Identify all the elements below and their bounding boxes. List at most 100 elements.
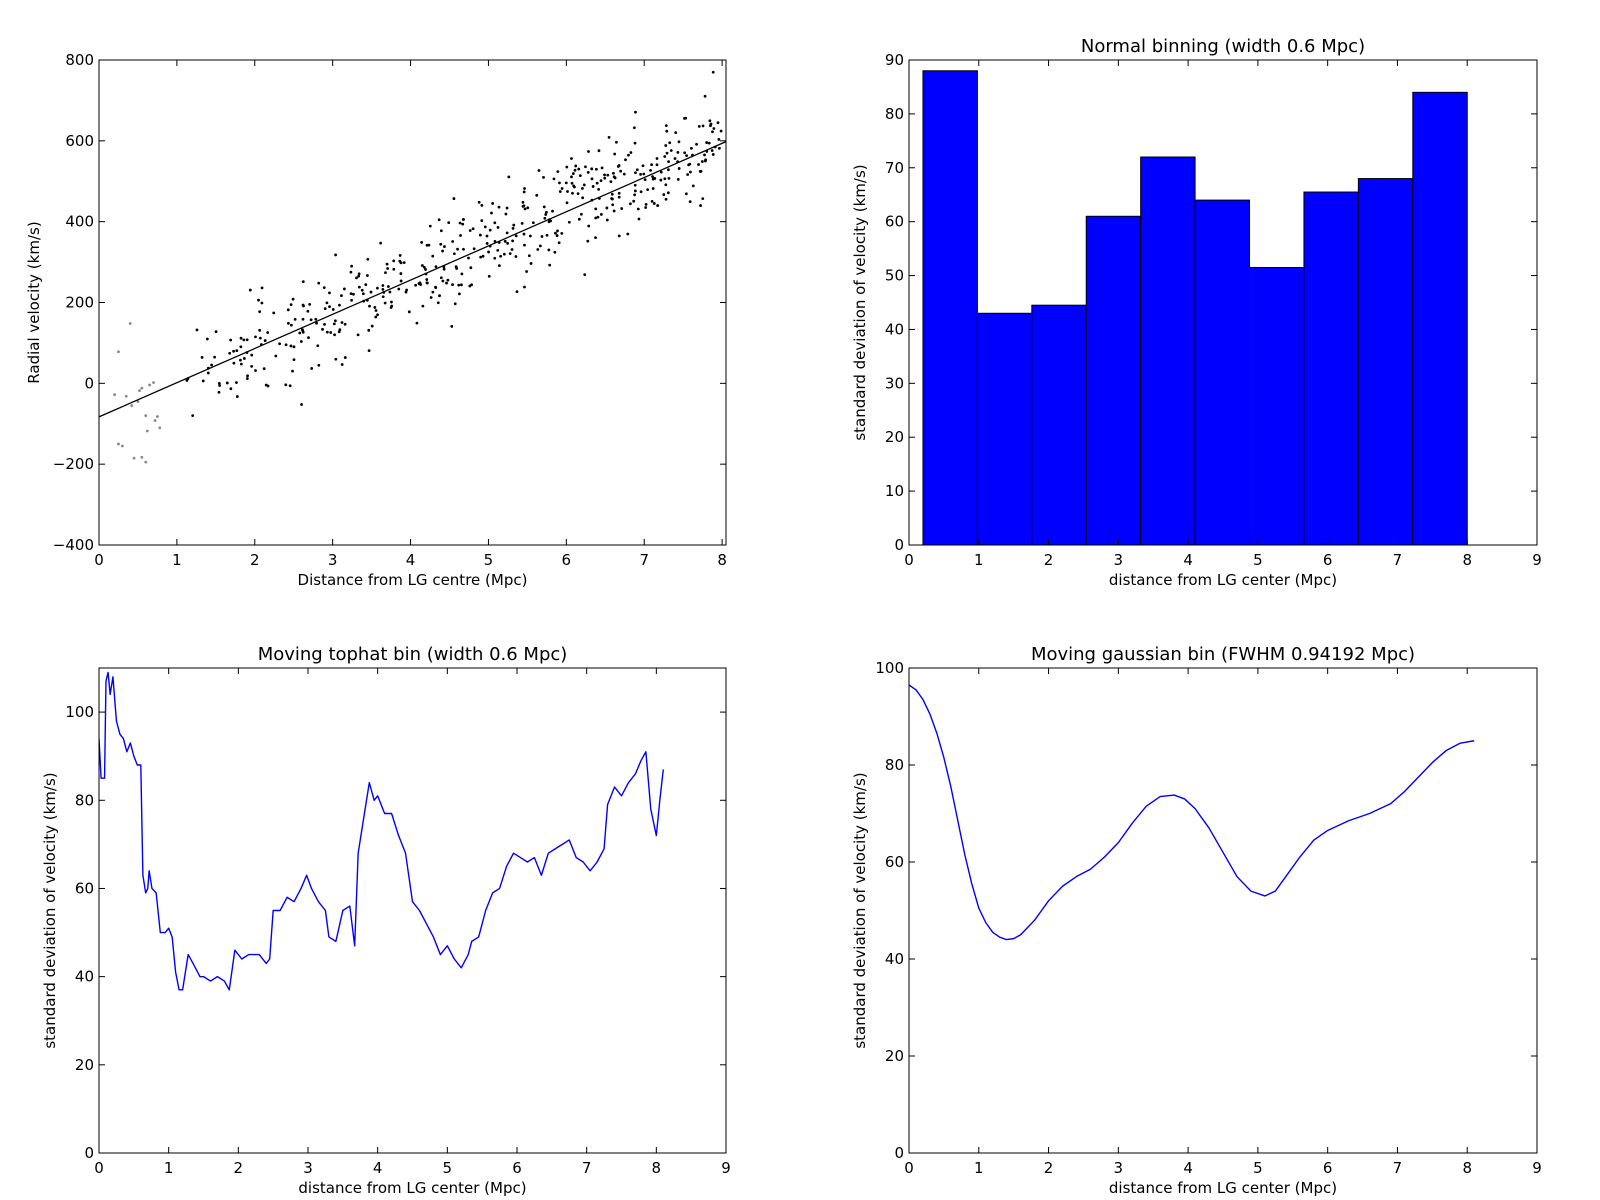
data-point [523,243,526,247]
data-point [570,181,574,185]
data-point [497,205,501,209]
data-point [549,219,553,223]
data-point [639,172,642,176]
x-tick-label: 9 [721,1159,731,1177]
plot-frame [98,667,727,1154]
data-point [439,276,443,280]
data-point [427,243,431,247]
x-tick-label: 8 [652,1159,662,1177]
data-point [488,228,492,232]
data-point [487,250,490,254]
data-point [695,142,698,146]
data-point [633,141,637,145]
data-point [266,384,270,388]
x-tick-label: 2 [250,551,260,569]
data-point [617,195,621,199]
data-point [522,232,526,236]
data-point [480,204,484,207]
chart-title: Normal binning (width 0.6 Mpc) [1081,36,1365,57]
data-point [603,176,607,180]
data-point [250,353,254,357]
excluded-data-point [152,381,155,384]
data-point [424,268,427,271]
data-point [235,381,238,384]
data-point [596,215,600,219]
data-point [611,203,615,207]
data-point [210,363,213,367]
data-point [218,384,222,387]
data-point [590,177,594,181]
data-point [333,333,336,337]
data-point [399,261,403,265]
data-point [527,254,531,258]
data-point [386,267,389,270]
data-point [578,174,582,178]
data-point [248,288,252,292]
data-point [646,188,650,191]
data-point [262,367,266,371]
data-point [613,152,617,156]
data-point [707,141,711,145]
data-point [705,141,709,144]
data-point [666,191,670,195]
data-point [325,301,329,305]
data-point [663,177,667,181]
excluded-data-point [132,456,136,460]
data-point [655,163,659,167]
data-point [616,165,620,168]
data-point [663,155,667,158]
data-point [697,163,700,166]
data-point [523,207,527,211]
data-point [461,217,465,221]
data-point [594,167,598,171]
data-point [507,175,511,179]
data-point [583,273,587,277]
data-point [586,239,590,243]
data-point [462,247,465,251]
data-point [514,234,518,238]
data-point [388,290,392,294]
data-point [446,278,450,282]
data-point [710,149,714,152]
data-point [364,283,368,287]
data-point [390,304,394,308]
excluded-data-point [128,322,132,325]
data-point [586,170,590,174]
data-point [503,239,507,243]
y-tick-label: 20 [885,1047,904,1065]
data-point [356,333,360,337]
data-point [689,170,692,174]
x-tick-label: 5 [1253,551,1263,569]
plot-frame [908,667,1538,1154]
data-point [434,265,438,269]
data-point [627,153,630,157]
data-point [633,189,637,193]
data-point [479,255,483,259]
data-point [520,221,524,225]
data-point [595,181,599,185]
data-point [214,330,218,334]
histogram-bar [1085,215,1142,545]
data-point [292,345,296,349]
data-point [577,217,581,221]
y-tick-label: 80 [75,791,94,809]
data-point [511,227,515,230]
data-point [605,218,609,222]
data-point [571,172,575,175]
data-point [361,292,365,296]
histogram-bar [976,312,1033,545]
y-tick-label: 800 [65,51,94,69]
data-point [624,158,627,162]
data-point [239,362,243,366]
data-point [309,318,313,322]
data-point [650,199,654,203]
data-point [716,121,720,125]
data-point [452,197,456,200]
data-point [665,151,669,155]
data-point [374,309,378,312]
data-point [381,284,385,287]
data-point [587,224,591,228]
y-tick-label: 10 [885,482,904,500]
data-point [307,336,310,340]
